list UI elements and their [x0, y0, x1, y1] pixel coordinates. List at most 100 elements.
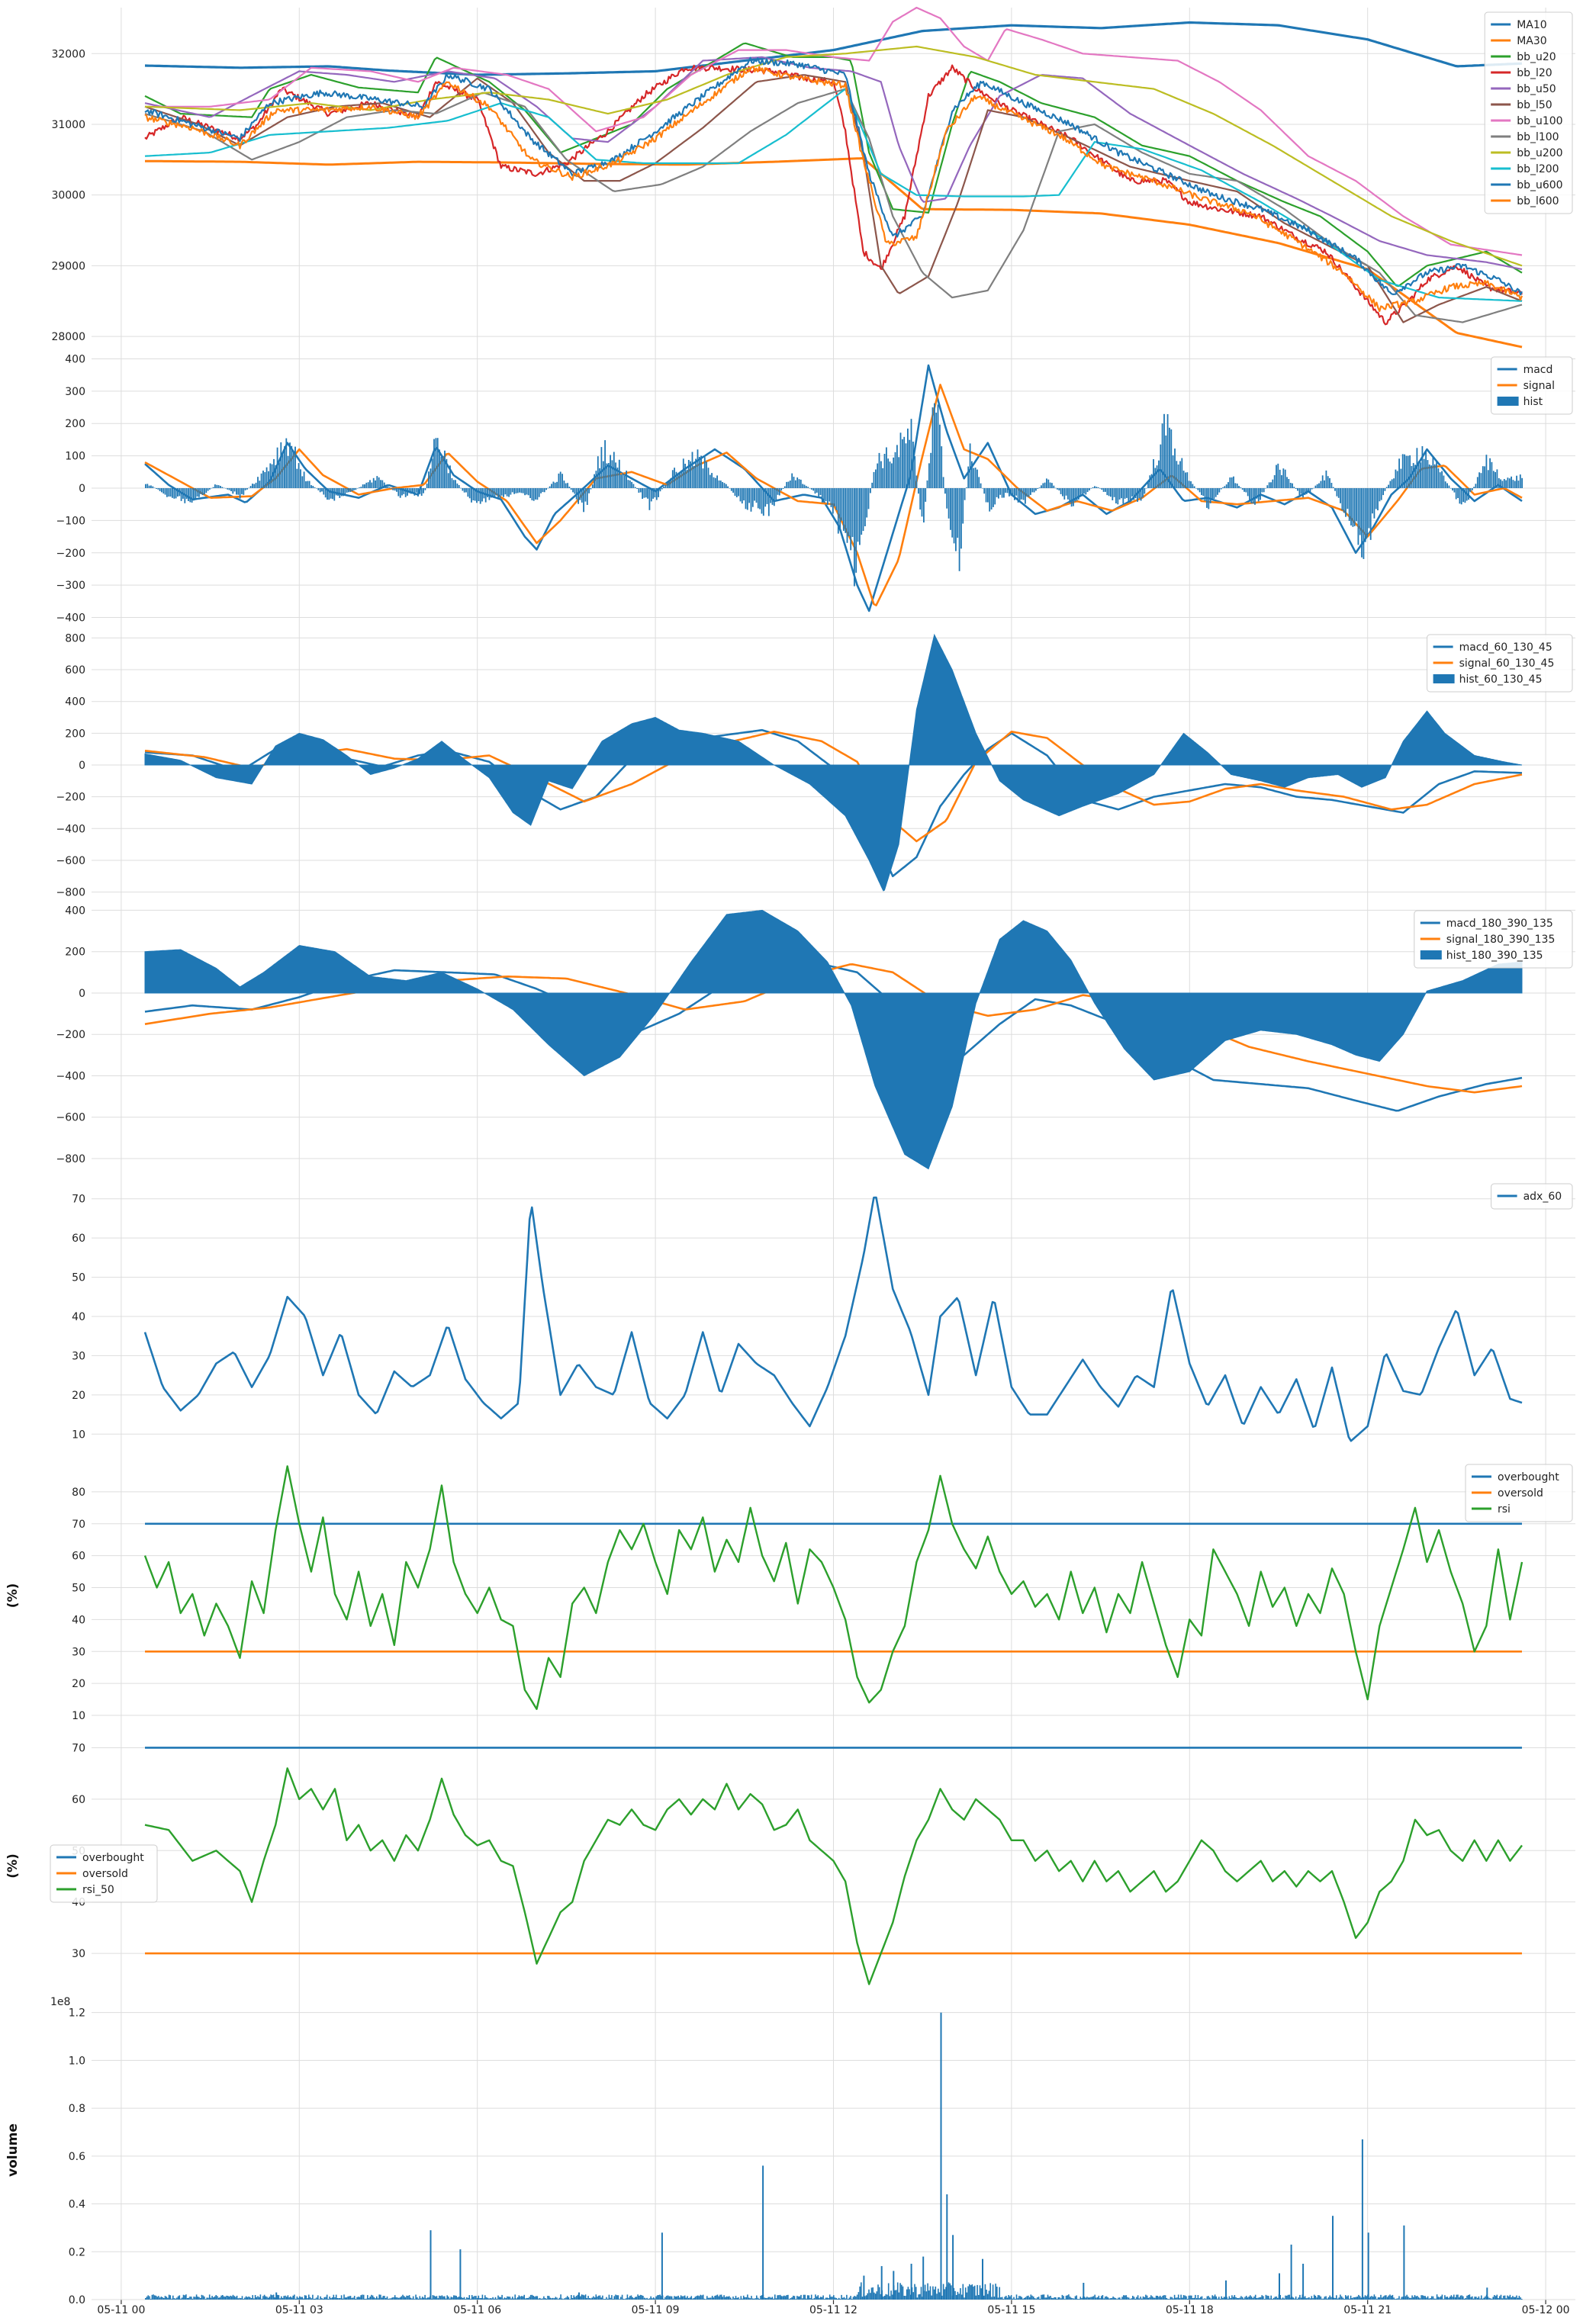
volume-bar [898, 2292, 900, 2300]
hist-bar [490, 488, 492, 498]
volume-bar [549, 2297, 552, 2300]
hist-bar [276, 447, 278, 488]
volume-bar [616, 2295, 618, 2300]
hist-bar [552, 481, 555, 488]
volume-bar [661, 2296, 662, 2300]
y-tick-label: 40 [72, 1614, 85, 1626]
volume-bar [676, 2296, 678, 2300]
volume-bar [475, 2296, 477, 2300]
volume-bar [709, 2297, 710, 2300]
volume-bar [257, 2296, 259, 2300]
volume-bar [201, 2294, 203, 2300]
hist-bar [1031, 488, 1034, 493]
volume-bar [905, 2296, 906, 2300]
volume-bar [659, 2294, 661, 2300]
hist-bar [1137, 488, 1138, 502]
hist-bar [764, 488, 767, 507]
hist-bar [839, 488, 841, 530]
hist-bar [1117, 488, 1119, 505]
volume-spike [922, 2256, 925, 2300]
y-tick-label: 30 [72, 1948, 85, 1960]
hist-bars-hist [145, 403, 1523, 587]
volume-bar [1031, 2295, 1033, 2300]
volume-bar [847, 2299, 849, 2300]
hist-bar [1250, 488, 1253, 503]
volume-bar [672, 2298, 674, 2300]
hist-bar [1017, 488, 1019, 503]
volume-bar [1089, 2297, 1091, 2300]
hist-bar [1150, 474, 1153, 488]
volume-bar [1518, 2296, 1520, 2300]
volume-bar [1259, 2297, 1260, 2300]
volume-bar [856, 2294, 858, 2300]
volume-bar [1393, 2297, 1395, 2300]
hist-bar [1380, 488, 1382, 500]
hist-bar [1414, 464, 1416, 488]
volume-bar [1415, 2296, 1417, 2300]
hist-bar [964, 488, 966, 500]
volume-bar [561, 2298, 563, 2300]
hist-bar [572, 488, 574, 493]
hist-bar [1508, 478, 1511, 488]
volume-spike [578, 2292, 580, 2300]
volume-bar [1047, 2294, 1049, 2300]
legend-label: oversold [82, 1868, 128, 1880]
hist-bar [280, 442, 282, 488]
volume-bar [738, 2299, 741, 2300]
volume-bar [648, 2298, 651, 2300]
hist-bar [500, 488, 503, 496]
hist-bar [456, 483, 458, 488]
hist-bar [1512, 480, 1514, 488]
volume-bar [489, 2298, 491, 2300]
volume-bar [813, 2298, 815, 2300]
hist-bar [1356, 488, 1357, 522]
volume-bar [317, 2295, 319, 2300]
hist-bar [643, 488, 645, 498]
hist-bar [1517, 481, 1520, 488]
hist-bar [451, 477, 453, 488]
hist-bar [978, 477, 980, 488]
volume-bar [1129, 2299, 1131, 2300]
hist-bar [175, 488, 177, 499]
volume-bar [1234, 2295, 1236, 2300]
volume-bar [837, 2299, 838, 2300]
volume-bar [1424, 2296, 1426, 2300]
volume-bar [841, 2294, 842, 2300]
hist-bar [937, 404, 939, 488]
hist-bar [735, 488, 738, 497]
y-tick-label: −200 [56, 548, 85, 560]
hist-bar [510, 488, 512, 495]
volume-bar [389, 2298, 391, 2300]
hist-bar [743, 488, 745, 501]
volume-bar [1402, 2297, 1404, 2300]
hist-bar [946, 488, 948, 509]
volume-bar [1340, 2296, 1343, 2300]
volume-bar [308, 2294, 310, 2300]
hist-bar [627, 480, 629, 488]
legend-label: bb_u20 [1517, 51, 1556, 63]
hist-bar [146, 484, 149, 488]
volume-bar [1121, 2297, 1123, 2300]
hist-bar [846, 488, 848, 543]
hist-bar [1361, 488, 1363, 558]
volume-bar [569, 2299, 571, 2300]
volume-bar [608, 2294, 610, 2300]
volume-bar [603, 2299, 605, 2300]
volume-bar [344, 2297, 346, 2300]
hist-bar [958, 488, 960, 571]
volume-bar [857, 2292, 860, 2300]
hist-bar [303, 471, 305, 488]
volume-bar [279, 2298, 281, 2300]
volume-bar [773, 2298, 774, 2300]
hist-bar [321, 488, 323, 492]
hist-bar [185, 488, 188, 500]
hist-bar [248, 487, 250, 489]
hist-bar [1485, 455, 1488, 488]
volume-bar [1329, 2295, 1330, 2300]
hist-bar [1391, 479, 1393, 488]
hist-bar [1134, 488, 1137, 499]
hist-bar [745, 488, 747, 509]
hist-bar [993, 488, 994, 507]
volume-bar [797, 2296, 800, 2300]
volume-bar [566, 2296, 568, 2300]
